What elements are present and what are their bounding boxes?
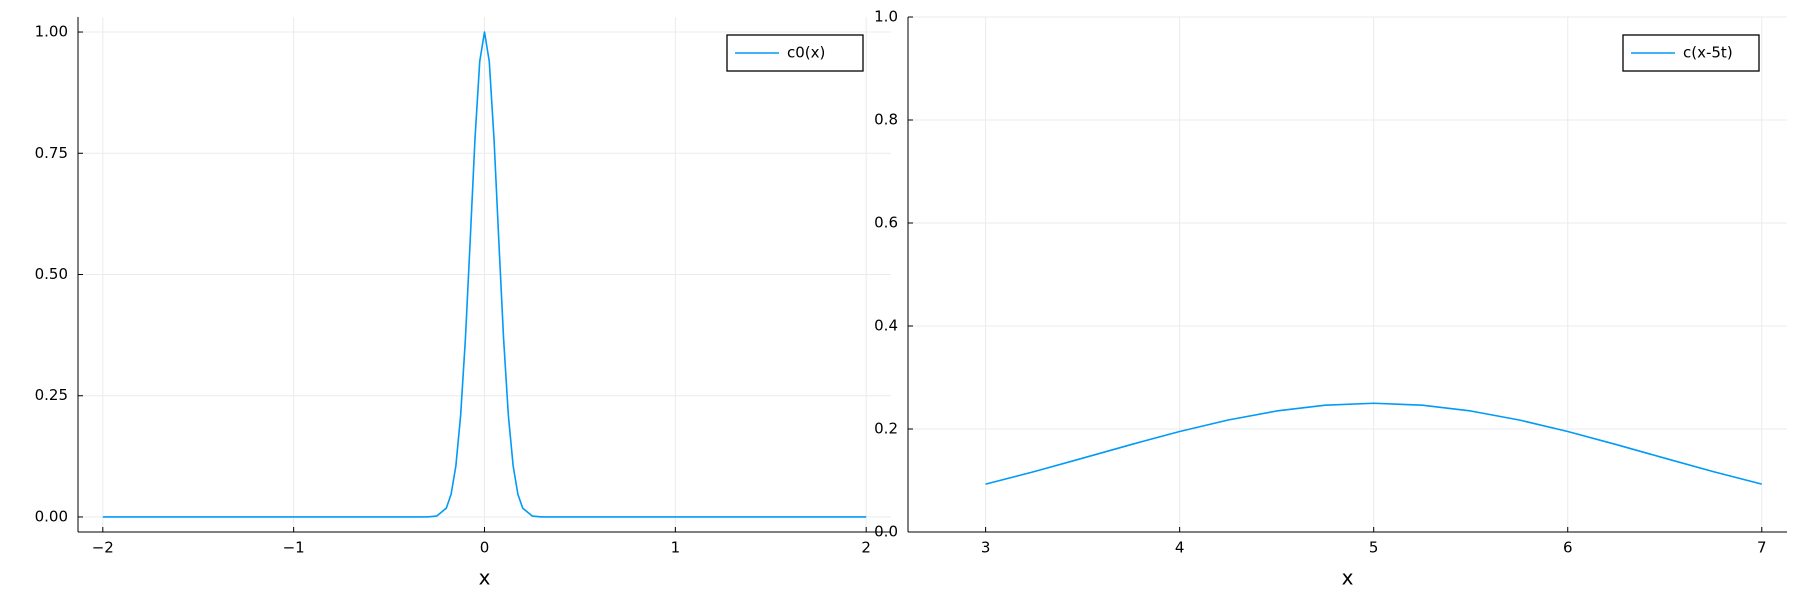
x-tick-label: 5: [1369, 539, 1379, 557]
x-tick-label: 2: [861, 539, 871, 557]
y-tick-label: 0.00: [35, 507, 68, 525]
y-tick-label: 0.6: [874, 214, 898, 232]
x-tick-label: 4: [1175, 539, 1185, 557]
x-tick-label: 7: [1757, 539, 1767, 557]
y-tick-label: 0.75: [35, 144, 68, 162]
x-tick-label: 0: [480, 539, 490, 557]
y-tick-label: 1.00: [35, 23, 68, 41]
x-tick-label: −1: [283, 539, 305, 557]
y-tick-label: 0.4: [874, 317, 898, 335]
legend-label: c(x-5t): [1683, 44, 1733, 62]
y-tick-label: 0.2: [874, 420, 898, 438]
line-series: [102, 31, 867, 518]
x-axis-label: x: [1342, 566, 1354, 590]
x-tick-label: 1: [671, 539, 681, 557]
x-tick-label: −2: [92, 539, 114, 557]
y-tick-label: 1.0: [874, 8, 898, 26]
x-axis-label: x: [479, 566, 491, 590]
legend-label: c0(x): [787, 44, 825, 62]
y-tick-label: 0.50: [35, 265, 68, 283]
x-tick-label: 6: [1563, 539, 1573, 557]
line-series: [985, 402, 1762, 485]
x-tick-label: 3: [981, 539, 991, 557]
y-tick-label: 0.8: [874, 111, 898, 129]
y-tick-label: 0.25: [35, 386, 68, 404]
y-tick-label: 0.0: [874, 523, 898, 541]
